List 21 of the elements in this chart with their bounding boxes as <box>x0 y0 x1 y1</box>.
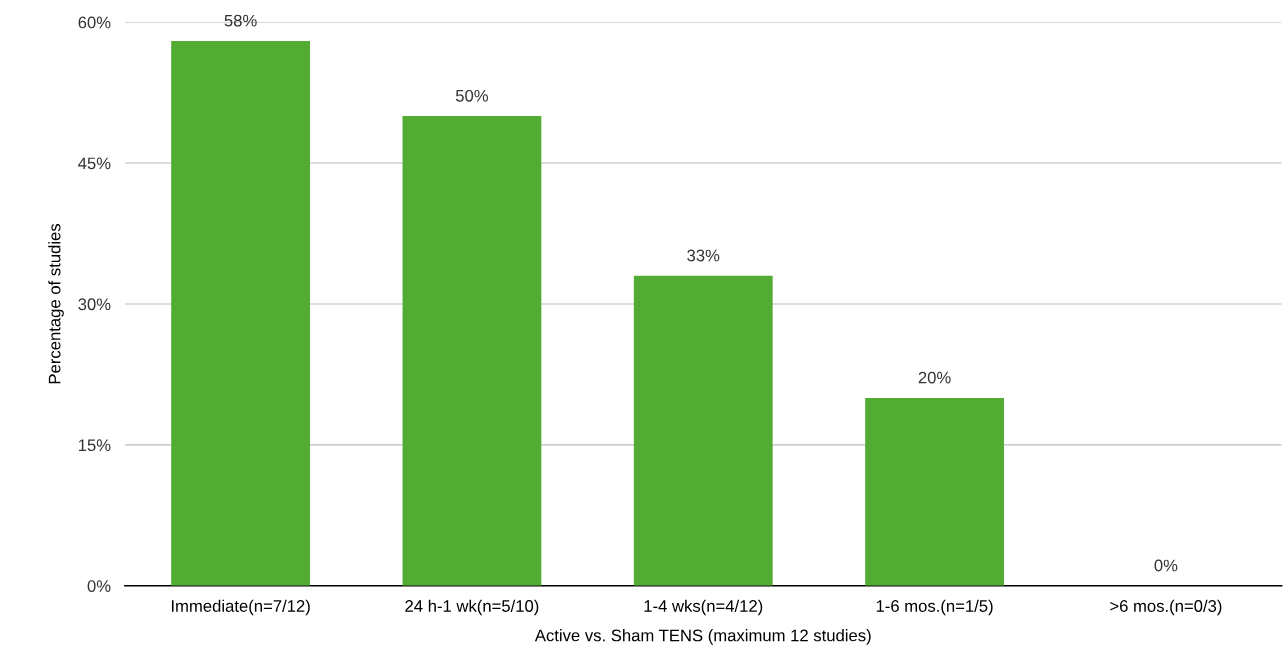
y-tick-label: 45% <box>78 157 111 170</box>
y-tick-label: 30% <box>78 298 111 311</box>
bar <box>171 40 310 586</box>
x-axis-title: Active vs. Sham TENS (maximum 12 studies) <box>534 629 871 645</box>
y-axis-title: Percentage of studies <box>48 223 64 384</box>
bar <box>865 397 1004 586</box>
bar <box>402 116 542 586</box>
data-label: 58% <box>224 14 257 27</box>
y-tick-label: 0% <box>87 580 111 592</box>
data-label: 20% <box>918 371 951 384</box>
x-tick-label: >6 mos.(n=0/3) <box>1110 599 1222 616</box>
bar <box>633 275 773 586</box>
x-tick-label: 1-6 mos.(n=1/5) <box>876 599 993 616</box>
y-tick-label: 60% <box>78 16 111 29</box>
x-tick-label: 24 h-1 wk(n=5/10) <box>405 599 539 616</box>
x-tick-label: Immediate(n=7/12) <box>171 599 310 616</box>
data-label: 50% <box>455 89 489 102</box>
y-tick-label: 15% <box>78 439 111 452</box>
data-label: 33% <box>687 249 720 262</box>
data-label: 0% <box>1154 559 1178 572</box>
x-tick-label: 1-4 wks(n=4/12) <box>644 599 763 616</box>
